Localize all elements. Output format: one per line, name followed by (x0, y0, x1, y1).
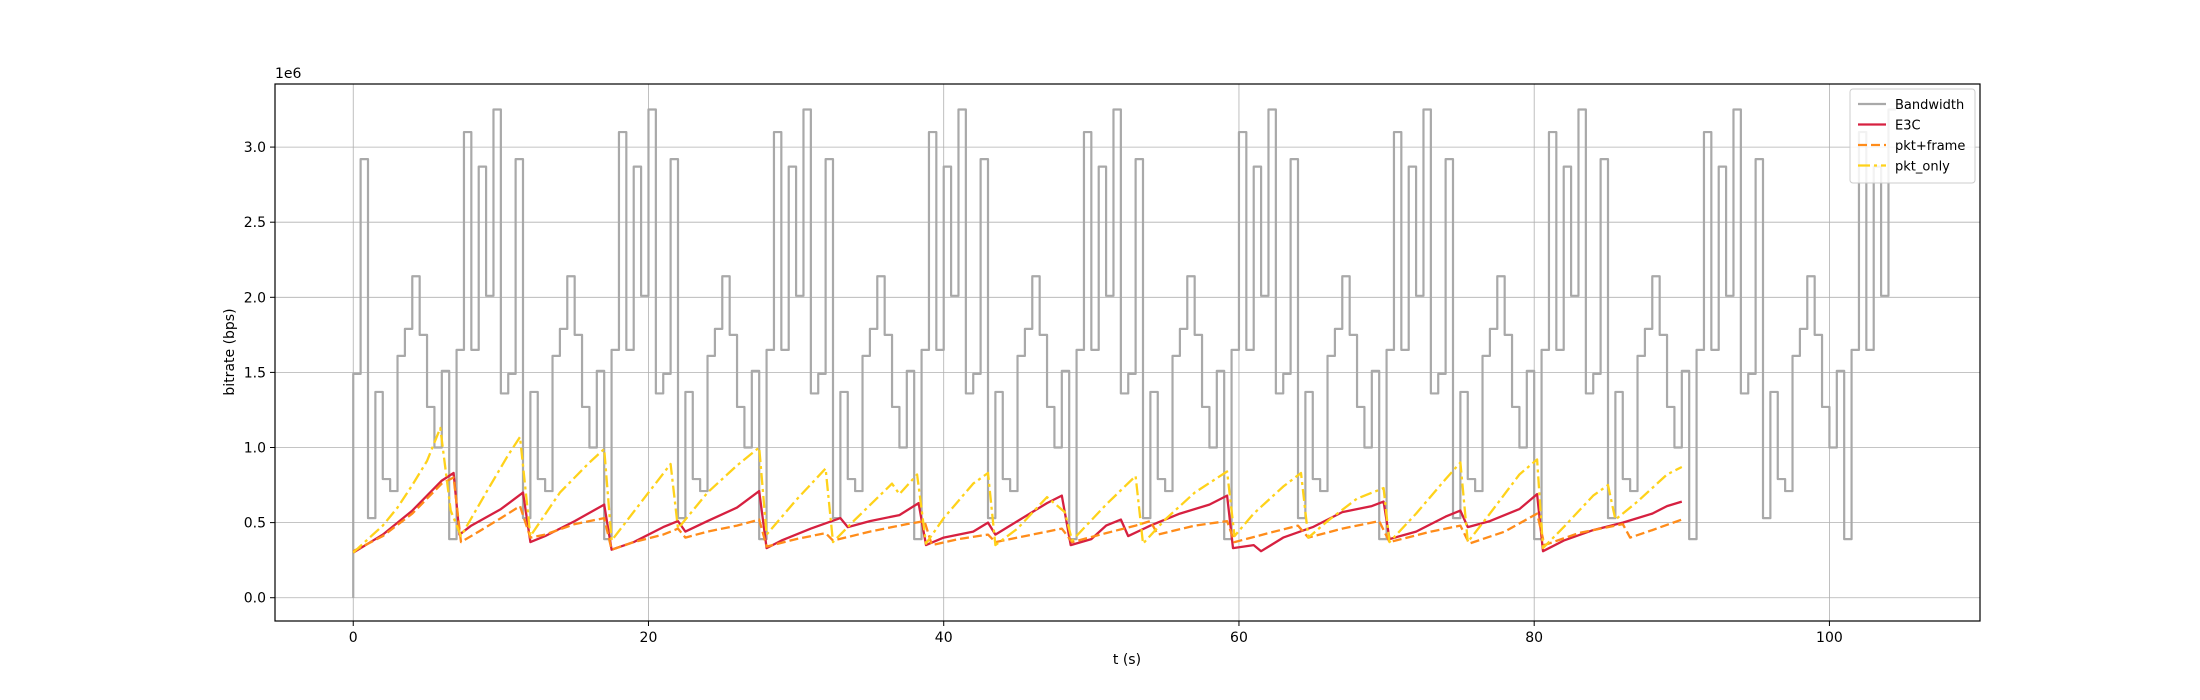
axis-ticks: 0 20 40 60 80 100 0.0 0.5 1.0 1.5 2.0 2.5 3.0 (244, 140, 1843, 646)
series-line-e3c (352, 471, 1683, 554)
y-tick-label: 2.0 (244, 290, 266, 306)
legend: Bandwidth E3C pkt+frame pkt_only (1849, 88, 1976, 184)
legend-label: pkt_only (1895, 160, 1950, 175)
y-tick-label: 0.5 (244, 516, 266, 532)
x-tick-label: 40 (935, 630, 953, 646)
y-tick-label: 1.0 (244, 441, 266, 457)
x-axis-label: t (s) (1113, 652, 1141, 668)
x-tick-label: 60 (1230, 630, 1248, 646)
legend-box (1849, 88, 1976, 184)
y-offset-label: 1e6 (275, 66, 302, 82)
y-tick-label: 0.0 (244, 591, 266, 607)
legend-label: Bandwidth (1895, 98, 1964, 113)
series-line-pkt-frame (352, 476, 1683, 553)
y-tick-label: 2.5 (244, 215, 266, 231)
y-axis-label: bitrate (bps) (222, 308, 238, 395)
plot-frame (274, 83, 1981, 622)
legend-label: pkt+frame (1895, 139, 1965, 154)
x-tick-label: 100 (1816, 630, 1843, 646)
y-tick-label: 1.5 (244, 365, 266, 381)
x-tick-label: 0 (349, 630, 358, 646)
legend-label: E3C (1895, 119, 1921, 134)
series-lines (352, 108, 1896, 598)
x-tick-label: 20 (640, 630, 658, 646)
y-tick-label: 3.0 (244, 140, 266, 156)
series-line-pkt-only (352, 426, 1683, 554)
x-tick-label: 80 (1525, 630, 1543, 646)
